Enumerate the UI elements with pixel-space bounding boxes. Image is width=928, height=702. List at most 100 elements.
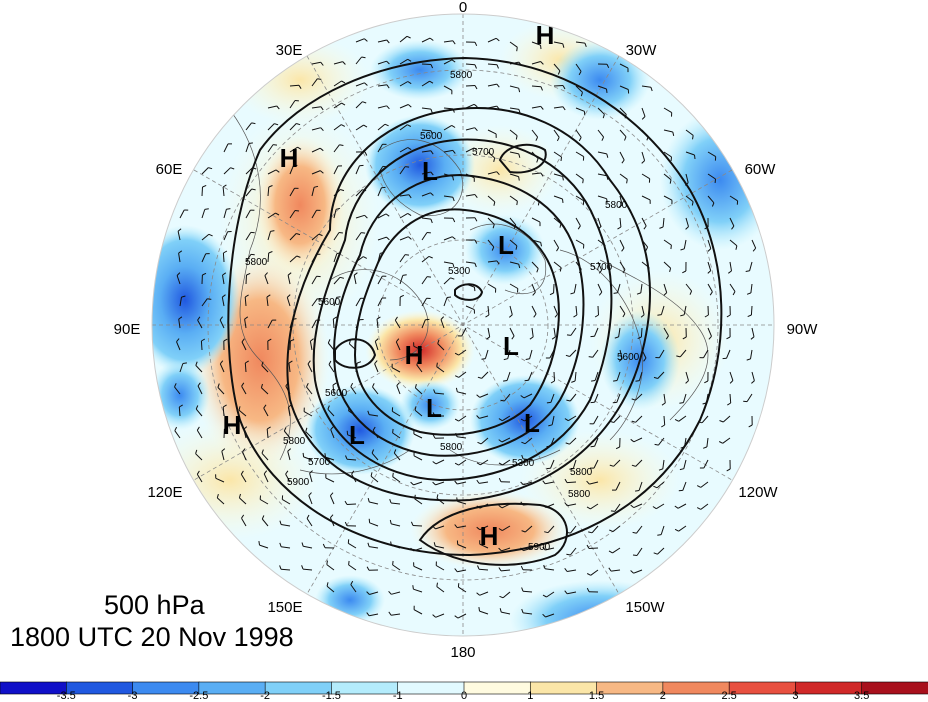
wind-barb (287, 407, 291, 417)
wind-barb-flag (336, 296, 341, 298)
colorbar-tick: 1 (527, 690, 534, 702)
wind-barb (311, 298, 318, 307)
wind-barb (575, 63, 582, 72)
wind-barb-flag (454, 352, 459, 356)
colorbar-tick: -3.5 (56, 690, 76, 702)
wind-barb-flag (454, 462, 459, 466)
wind-barb (176, 341, 181, 351)
wind-barb (509, 107, 519, 110)
wind-barb-flag (242, 448, 246, 453)
wind-barb-flag (613, 380, 618, 382)
wind-barb-flag (640, 314, 645, 318)
wind-barb (635, 415, 643, 423)
wind-barb (311, 78, 318, 87)
colorbar-tick: -1.5 (321, 690, 341, 702)
wind-barb-flag (241, 338, 245, 343)
wind-barb-flag (339, 276, 345, 279)
wind-barb-flag (267, 338, 272, 342)
wind-barb-flag (301, 565, 304, 570)
contour-value-labels: 5800 5600 5700 5800 5300 5700 5800 5600 … (245, 70, 640, 553)
wind-barb (657, 547, 665, 555)
contour-label: 5700 (472, 147, 495, 158)
wind-barb-flag (305, 427, 308, 432)
wind-barb-flag (586, 480, 590, 485)
wind-barb-flag (385, 213, 390, 217)
wind-barb (263, 473, 269, 483)
wind-barb-flag (535, 136, 539, 141)
wind-barb-flag (657, 534, 662, 536)
wind-barb (399, 254, 406, 263)
wind-barb-flag (493, 201, 496, 206)
wind-barb (239, 497, 247, 505)
wind-barb-flag (264, 272, 268, 276)
wind-barb-flag (376, 316, 381, 320)
wind-barb (263, 407, 269, 417)
wind-barb-flag (452, 218, 456, 223)
wind-barb-flag (275, 212, 280, 216)
wind-barb (574, 371, 577, 382)
wind-barb (443, 107, 454, 110)
wind-barb (619, 349, 623, 359)
wind-barb (369, 613, 379, 617)
wind-barb-flag (367, 542, 370, 547)
wind-barb (662, 459, 665, 469)
wind-barb-flag (669, 267, 672, 273)
wind-barb-flag (263, 404, 267, 409)
wind-barb (706, 437, 709, 447)
wind-barb (638, 371, 643, 381)
wind-barb (633, 503, 643, 509)
wind-barb-flag (178, 250, 183, 254)
wind-barb-flag (498, 439, 503, 443)
wind-barb (662, 217, 665, 228)
wind-barb-flag (566, 399, 571, 402)
wind-barb (553, 327, 556, 337)
wind-barb-flag (364, 151, 368, 156)
wind-barb-flag (540, 242, 542, 247)
wind-barb-flag (562, 43, 565, 48)
wind-barb-flag (298, 85, 302, 89)
wind-barb-flag (258, 541, 260, 546)
wind-barb (413, 609, 423, 615)
wind-barb-flag (430, 108, 433, 114)
wind-barb (355, 82, 365, 87)
wind-barb (289, 210, 296, 219)
wind-barb (678, 415, 687, 422)
wind-barb (242, 451, 247, 461)
wind-barb (347, 434, 357, 439)
wind-barb (283, 430, 291, 439)
wind-barb (200, 340, 203, 351)
wind-barb-flag (636, 292, 641, 295)
wind-barb-flag (374, 360, 378, 365)
wind-barb (327, 342, 335, 351)
wind-barb-flag (405, 166, 410, 168)
colorbar-swatch (861, 681, 928, 695)
wind-barb-flag (344, 521, 348, 527)
wind-barb (394, 320, 401, 329)
polar-stereographic-map: H H H H H L L L L L L 5800 5600 5700 580… (114, 0, 819, 661)
wind-barb (414, 498, 423, 505)
wind-barb (421, 129, 432, 132)
wind-barb (443, 261, 453, 265)
wind-barb (179, 363, 184, 373)
wind-barb (722, 437, 731, 444)
wind-barb-flag (559, 223, 562, 228)
wind-barb-flag (727, 270, 732, 274)
wind-barb (531, 283, 536, 293)
wind-barb-flag (570, 292, 575, 295)
wind-barb-flag (326, 582, 329, 587)
wind-barb-flag (569, 468, 574, 470)
wind-barb-flag (302, 452, 305, 457)
wind-barb-flag (367, 497, 370, 503)
lon-label: 60W (745, 161, 777, 178)
wind-barb (501, 547, 511, 552)
wind-barb (413, 433, 423, 439)
wind-barb-flag (432, 461, 437, 465)
lon-label: 90E (114, 321, 141, 338)
contour-label: 5300 (448, 266, 471, 277)
wind-barb (633, 437, 643, 443)
wind-barb (370, 475, 379, 483)
wind-barb (392, 410, 401, 417)
wind-barb (615, 481, 621, 491)
wind-barb-flag (554, 313, 558, 318)
wind-barb (663, 393, 666, 403)
